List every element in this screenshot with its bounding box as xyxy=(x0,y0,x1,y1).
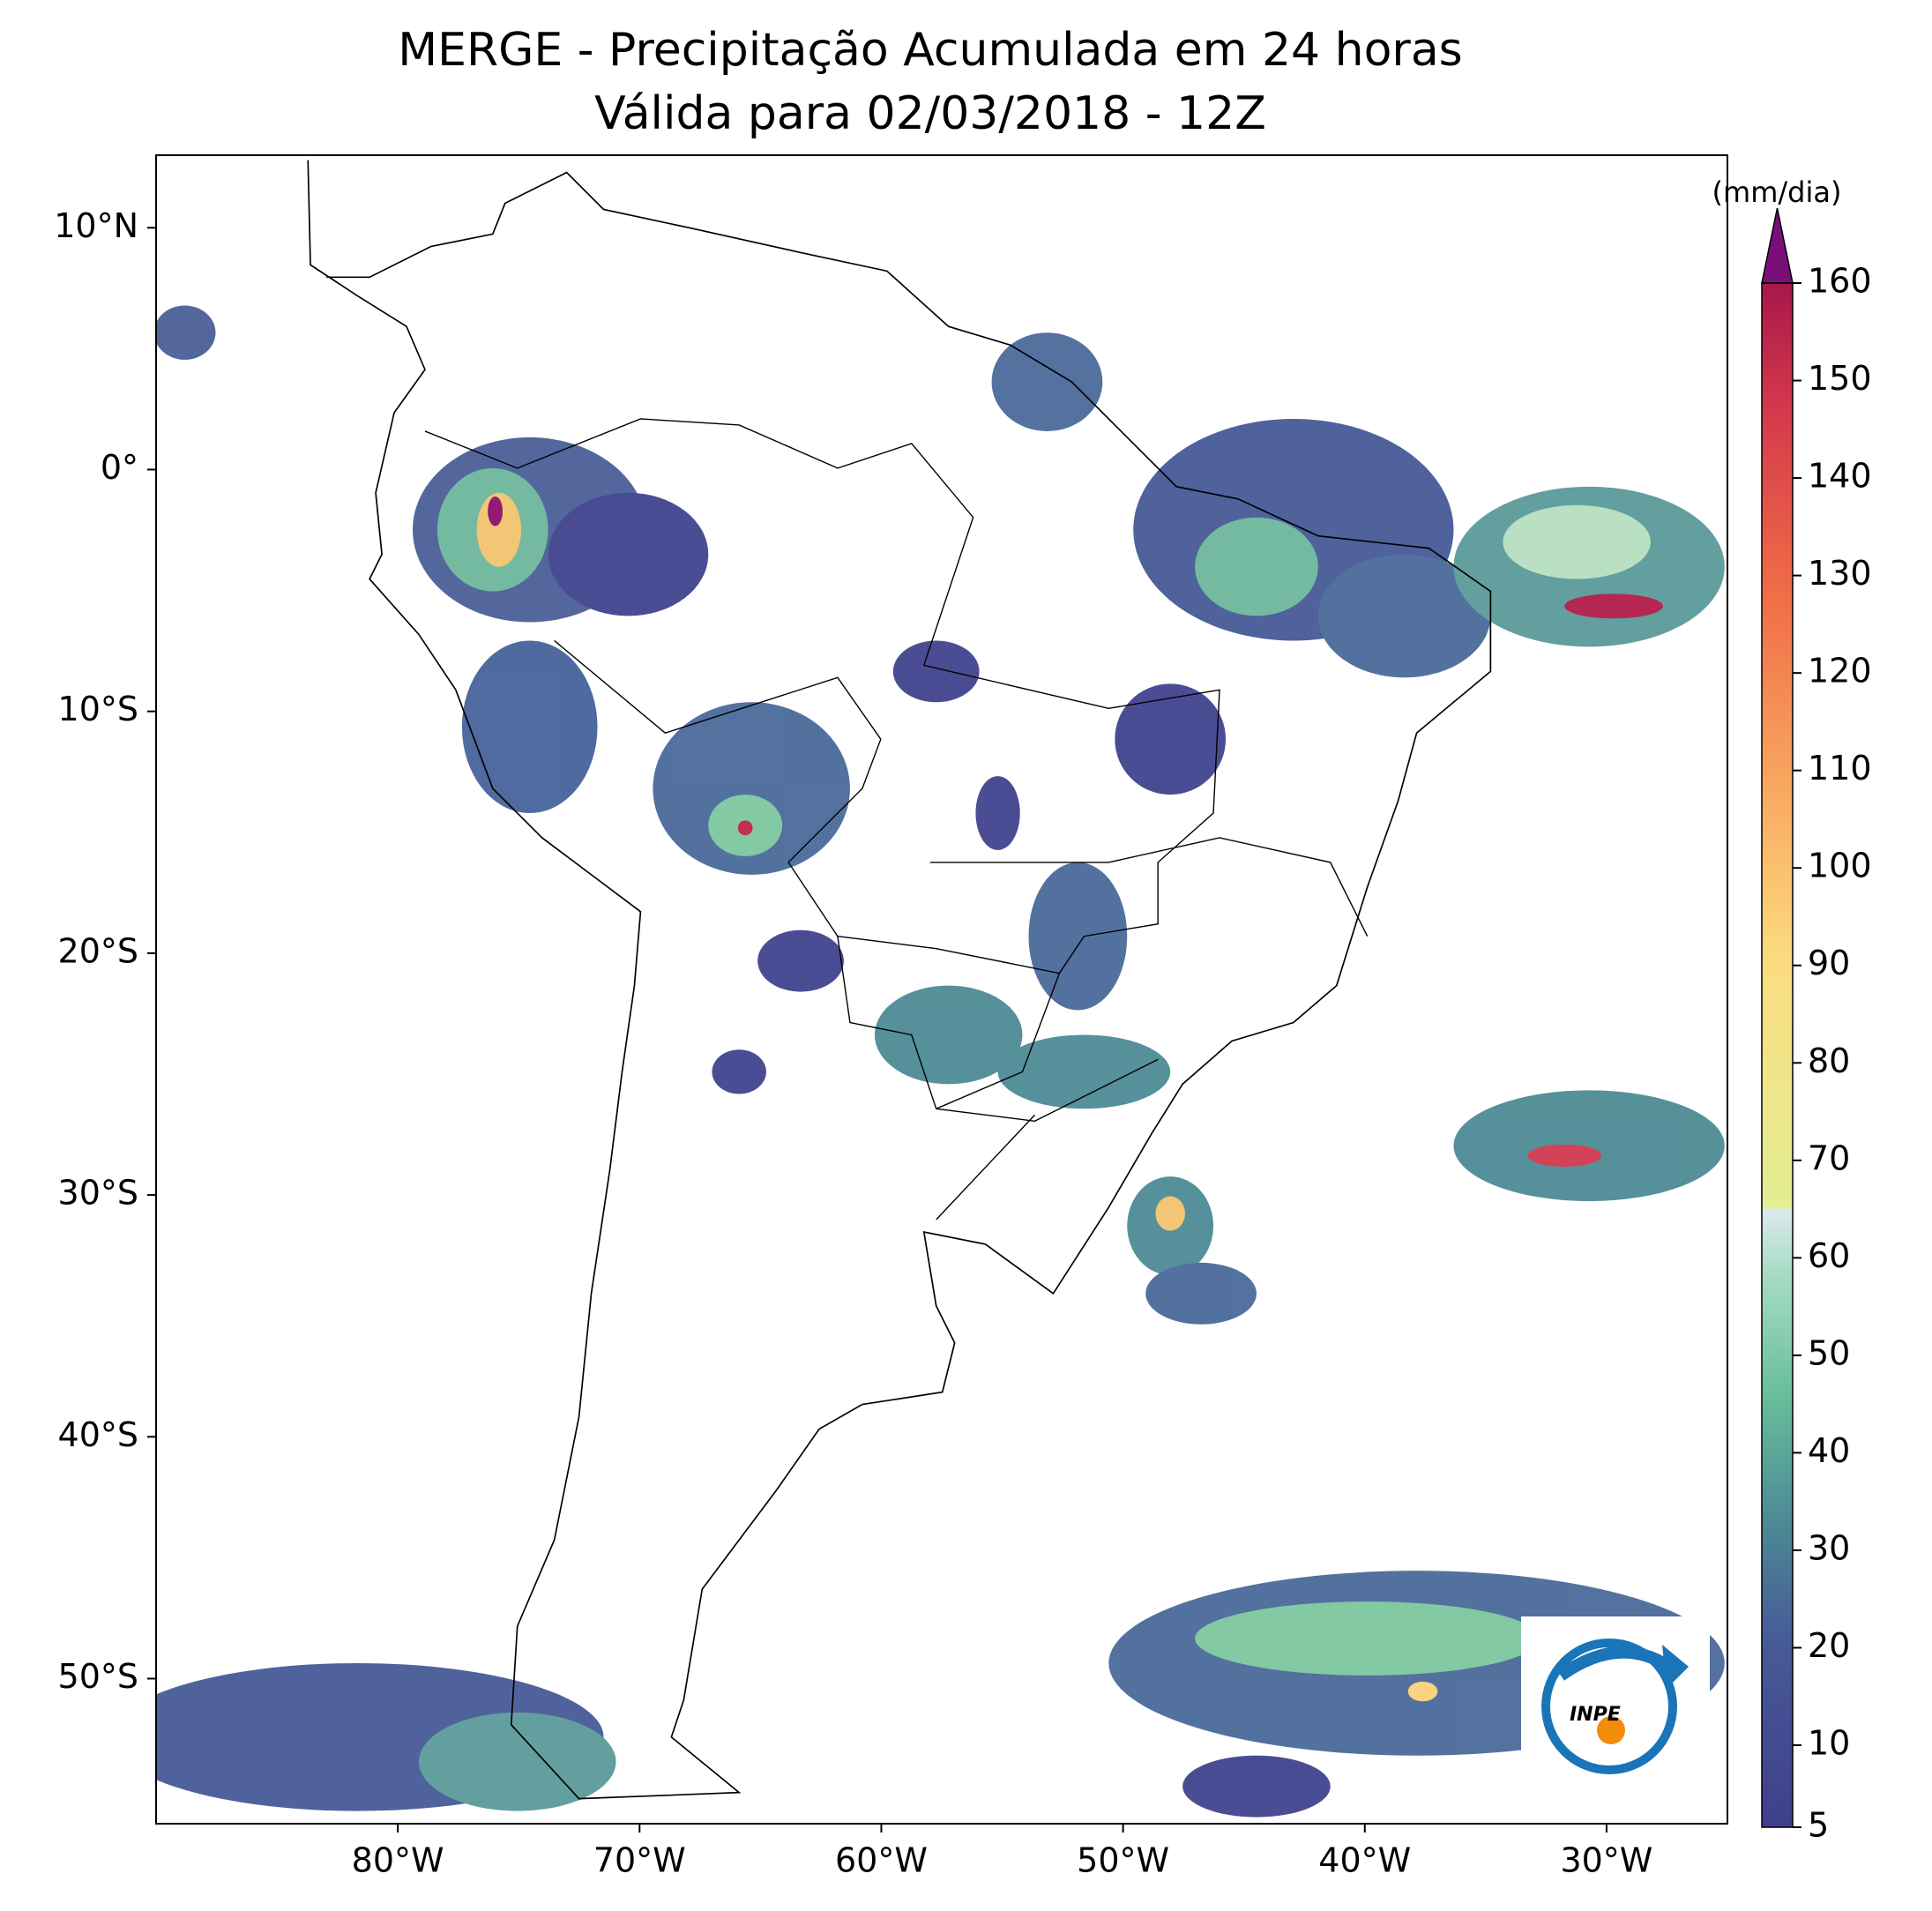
map-frame xyxy=(155,154,1728,1825)
colorbar-tick-label: 160 xyxy=(1808,262,1872,301)
colorbar-tick-label: 40 xyxy=(1808,1431,1850,1470)
colorbar-tick-label: 80 xyxy=(1808,1041,1850,1080)
x-tick-label: 80°W xyxy=(352,1841,444,1880)
subtitle: Válida para 02/03/2018 - 12Z xyxy=(594,87,1266,140)
x-tick-label: 50°W xyxy=(1077,1841,1169,1880)
logo: INPE xyxy=(1521,1616,1710,1802)
y-tick-label: 10°N xyxy=(54,206,138,245)
colorbar-tick-label: 60 xyxy=(1808,1236,1850,1275)
map-area xyxy=(156,160,1725,1818)
y-tick-label: 20°S xyxy=(58,931,138,970)
colorbar-tick-label: 90 xyxy=(1808,944,1850,982)
colorbar-label: (mm/dia) xyxy=(1712,175,1842,209)
logo-text: INPE xyxy=(1570,1704,1621,1726)
colorbar-tick-label: 30 xyxy=(1808,1528,1850,1567)
y-tick-label: 30°S xyxy=(58,1174,138,1213)
title: MERGE - Precipitação Acumulada em 24 hor… xyxy=(398,24,1463,77)
colorbar-tick-label: 140 xyxy=(1808,457,1872,496)
colorbar-tick-label: 130 xyxy=(1808,554,1872,593)
colorbar-tick-label: 10 xyxy=(1808,1724,1850,1763)
x-tick-label: 60°W xyxy=(835,1841,928,1880)
y-tick-label: 50°S xyxy=(58,1657,138,1696)
colorbar-tick-label: 20 xyxy=(1808,1626,1850,1665)
coastline xyxy=(307,160,1492,1800)
colorbar-frame xyxy=(1761,282,1794,1828)
colorbar xyxy=(1762,283,1793,1827)
colorbar-extend xyxy=(1761,207,1794,284)
x-tick-label: 40°W xyxy=(1318,1841,1411,1880)
y-tick-label: 0° xyxy=(101,448,138,487)
y-tick-label: 40°S xyxy=(58,1415,138,1454)
colorbar-tick-label: 50 xyxy=(1808,1333,1850,1372)
colorbar-tick-label: 70 xyxy=(1808,1138,1850,1177)
x-tick-label: 70°W xyxy=(593,1841,686,1880)
colorbar-tick-label: 120 xyxy=(1808,652,1872,690)
colorbar-tick-label: 5 xyxy=(1808,1806,1829,1845)
colorbar-tick-label: 100 xyxy=(1808,847,1872,885)
colorbar-tick-label: 110 xyxy=(1808,749,1872,788)
y-tick-label: 10°S xyxy=(58,690,138,728)
colorbar-tick-label: 150 xyxy=(1808,359,1872,398)
x-tick-label: 30°W xyxy=(1560,1841,1652,1880)
